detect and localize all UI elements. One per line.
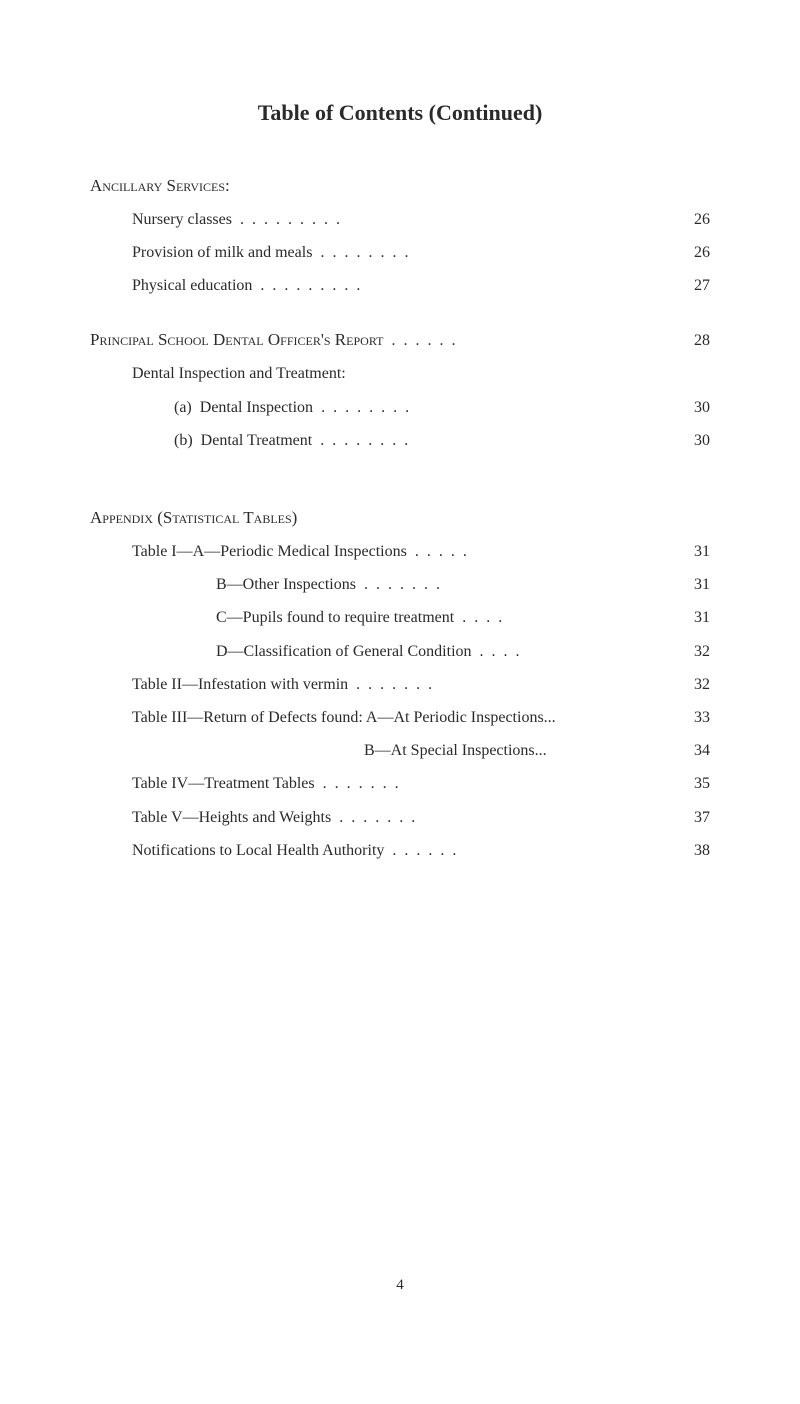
toc-entry: Notifications to Local Health Authority … bbox=[90, 837, 710, 864]
toc-entry: Table V—Heights and Weights ....... 37 bbox=[90, 804, 710, 831]
entry-label: Dental Inspection and Treatment: bbox=[132, 360, 346, 387]
leader-dots: ......... bbox=[252, 272, 680, 299]
entry-page: 32 bbox=[680, 638, 710, 665]
toc-entry: (b) Dental Treatment ........ 30 bbox=[90, 427, 710, 454]
entry-label: Table II—Infestation with vermin bbox=[132, 671, 348, 698]
entry-label: Table V—Heights and Weights bbox=[132, 804, 331, 831]
leader-dots: ........ bbox=[313, 394, 680, 421]
entry-page: 35 bbox=[680, 770, 710, 797]
toc-entry-heading: Principal School Dental Officer's Report… bbox=[90, 326, 710, 355]
entry-label: (a) Dental Inspection bbox=[174, 394, 313, 421]
entry-label: Physical education bbox=[132, 272, 252, 299]
entry-page: 28 bbox=[680, 327, 710, 354]
entry-label: Table I—A—Periodic Medical Inspections bbox=[132, 538, 407, 565]
leader-dots: ....... bbox=[331, 804, 680, 831]
entry-label: Nursery classes bbox=[132, 206, 232, 233]
leader-dots: ........ bbox=[312, 239, 680, 266]
toc-entry: Nursery classes ......... 26 bbox=[90, 206, 710, 233]
toc-entry: Table I—A—Periodic Medical Inspections .… bbox=[90, 538, 710, 565]
leader-dots: .... bbox=[472, 638, 680, 665]
page-title: Table of Contents (Continued) bbox=[90, 100, 710, 126]
entry-page: 34 bbox=[680, 737, 710, 764]
entry-label: B—At Special Inspections... bbox=[364, 737, 547, 764]
entry-page: 38 bbox=[680, 837, 710, 864]
section-break bbox=[90, 460, 710, 480]
leader-dots: ....... bbox=[348, 671, 680, 698]
entry-page: 32 bbox=[680, 671, 710, 698]
toc-entry: Dental Inspection and Treatment: bbox=[90, 360, 710, 387]
section-break bbox=[90, 306, 710, 326]
leader-dots: ...... bbox=[384, 837, 680, 864]
toc-entry: Table II—Infestation with vermin .......… bbox=[90, 671, 710, 698]
toc-entry: C—Pupils found to require treatment ....… bbox=[90, 604, 710, 631]
entry-page: 37 bbox=[680, 804, 710, 831]
leader-dots: ........ bbox=[312, 427, 680, 454]
entry-page: 27 bbox=[680, 272, 710, 299]
entry-page: 33 bbox=[680, 704, 710, 731]
leader-dots: ....... bbox=[356, 571, 680, 598]
leader-dots: .... bbox=[454, 604, 680, 631]
entry-label: Notifications to Local Health Authority bbox=[132, 837, 384, 864]
page-number-footer: 4 bbox=[90, 1277, 710, 1294]
toc-entry: Physical education ......... 27 bbox=[90, 272, 710, 299]
page-container: Table of Contents (Continued) Ancillary … bbox=[90, 100, 710, 1344]
entry-page: 31 bbox=[680, 604, 710, 631]
section-heading-ancillary: Ancillary Services: bbox=[90, 176, 710, 196]
entry-page: 30 bbox=[680, 394, 710, 421]
entry-label: Table III—Return of Defects found: A—At … bbox=[132, 704, 556, 731]
section-heading-appendix: Appendix (Statistical Tables) bbox=[90, 508, 710, 528]
toc-entry: Table III—Return of Defects found: A—At … bbox=[90, 704, 710, 731]
entry-label: Provision of milk and meals bbox=[132, 239, 312, 266]
entry-page: 31 bbox=[680, 538, 710, 565]
entry-page: 31 bbox=[680, 571, 710, 598]
leader-dots: ...... bbox=[383, 327, 680, 354]
toc-entry: D—Classification of General Condition ..… bbox=[90, 638, 710, 665]
leader-dots: ......... bbox=[232, 206, 680, 233]
toc-entry: B—At Special Inspections... 34 bbox=[90, 737, 710, 764]
entry-label: B—Other Inspections bbox=[216, 571, 356, 598]
section-heading-dental: Principal School Dental Officer's Report bbox=[90, 326, 383, 355]
entry-page: 30 bbox=[680, 427, 710, 454]
entry-label: Table IV—Treatment Tables bbox=[132, 770, 315, 797]
entry-label: C—Pupils found to require treatment bbox=[216, 604, 454, 631]
entry-label: D—Classification of General Condition bbox=[216, 638, 472, 665]
toc-entry: Provision of milk and meals ........ 26 bbox=[90, 239, 710, 266]
entry-page: 26 bbox=[680, 239, 710, 266]
leader-dots: ....... bbox=[315, 770, 680, 797]
entry-page: 26 bbox=[680, 206, 710, 233]
leader-dots: ..... bbox=[407, 538, 680, 565]
toc-entry: (a) Dental Inspection ........ 30 bbox=[90, 394, 710, 421]
toc-entry: B—Other Inspections ....... 31 bbox=[90, 571, 710, 598]
toc-entry: Table IV—Treatment Tables ....... 35 bbox=[90, 770, 710, 797]
entry-label: (b) Dental Treatment bbox=[174, 427, 312, 454]
